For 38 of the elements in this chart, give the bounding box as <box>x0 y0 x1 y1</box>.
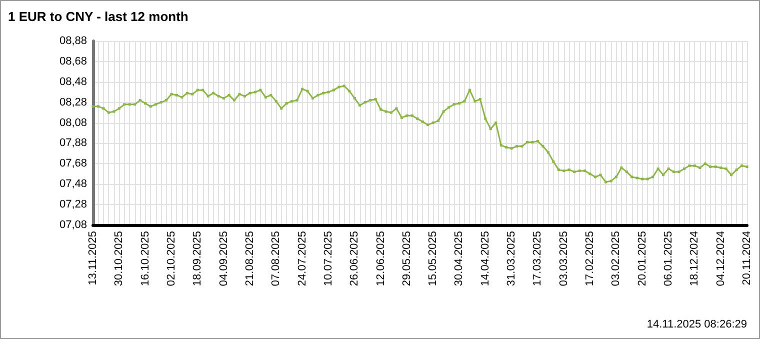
y-tick-label: 07,68 <box>59 158 87 170</box>
x-tick-label: 30.10.2025 <box>113 231 126 286</box>
x-tick-label: 04.12.2024 <box>714 231 727 286</box>
x-tick-label: 14.04.2025 <box>479 231 492 286</box>
y-tick-label: 08,88 <box>59 35 87 47</box>
x-tick-label: 03.02.2025 <box>610 231 622 286</box>
x-tick-label: 29.05.2025 <box>400 231 413 286</box>
x-tick-label: 20.01.2025 <box>636 231 648 286</box>
x-tick-label: 30.04.2025 <box>453 231 466 286</box>
x-tick-label: 02.10.2025 <box>165 231 178 286</box>
x-tick-label: 20.11.2024 <box>741 231 753 286</box>
text: 14.11.2025 08:26:29 <box>646 318 748 330</box>
x-tick-label: 07.08.2025 <box>270 231 282 286</box>
y-tick-label: 08,68 <box>59 55 87 68</box>
x-tick-label: 06.01.2025 <box>662 231 675 286</box>
x-tick-label: 12.06.2025 <box>374 231 387 286</box>
x-tick-label: 18.12.2024 <box>688 231 701 286</box>
x-tick-label: 21.08.2025 <box>244 231 256 286</box>
y-tick-label: 07,08 <box>59 219 87 231</box>
y-tick-label: 07,28 <box>59 198 87 211</box>
y-tick-label: 08,28 <box>59 96 87 108</box>
x-tick-label: 24.07.2025 <box>296 231 308 286</box>
chart-title: 1 EUR to CNY - last 12 month <box>8 9 188 24</box>
x-tick-label: 17.03.2025 <box>532 231 544 286</box>
y-tick-label: 07,88 <box>59 137 87 150</box>
x-tick-label: 26.06.2025 <box>348 231 361 286</box>
x-tick-label: 03.03.2025 <box>558 231 570 286</box>
x-tick-label: 18.09.2025 <box>192 231 204 286</box>
x-tick-label: 16.10.2025 <box>139 231 152 286</box>
x-tick-label: 31.03.2025 <box>506 231 518 286</box>
y-tick-label: 07,48 <box>59 178 87 190</box>
x-tick-label: 04.09.2025 <box>218 231 230 286</box>
x-tick-label: 13.11.2025 <box>87 231 99 286</box>
x-tick-label: 17.02.2025 <box>584 231 596 286</box>
y-tick-label: 08,48 <box>59 76 87 88</box>
x-tick-label: 15.05.2025 <box>427 231 440 286</box>
y-tick-label: 08,08 <box>59 116 87 129</box>
x-tick-label: 10.07.2025 <box>322 231 334 286</box>
